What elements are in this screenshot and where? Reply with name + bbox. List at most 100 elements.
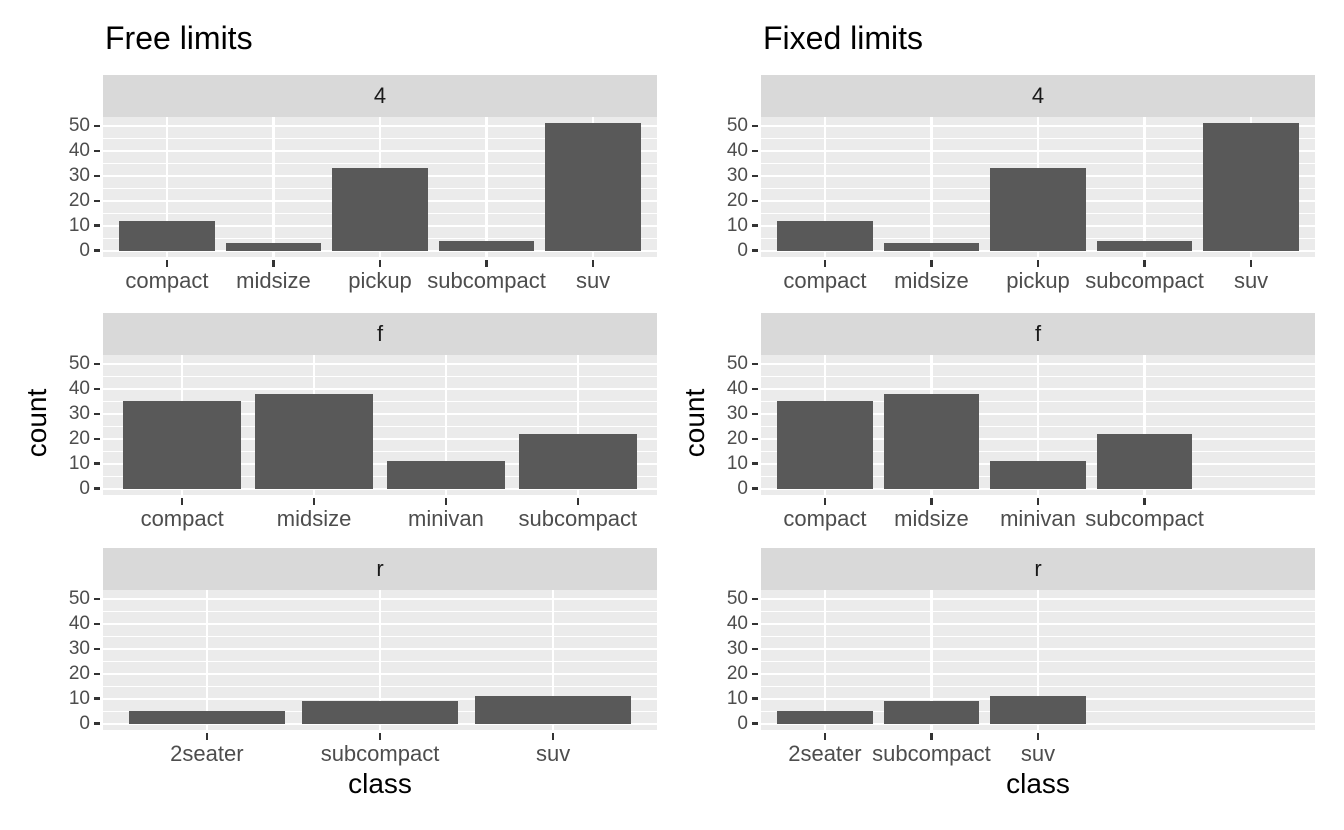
gridline-major-v <box>272 117 275 257</box>
y-tick-mark <box>752 362 758 366</box>
bar <box>545 123 641 251</box>
facet-strip-label: r <box>376 556 384 581</box>
x-tick-mark <box>1036 498 1040 505</box>
y-tick-label: 10 <box>726 214 748 236</box>
bar <box>438 240 535 251</box>
x-tick-label: subcompact <box>320 741 440 766</box>
x-tick-mark <box>930 498 933 505</box>
gridline-minor-h <box>103 375 657 377</box>
x-tick-label: pickup <box>1006 268 1070 293</box>
gridline-major-h <box>103 437 657 440</box>
x-tick-label: subcompact <box>872 741 991 766</box>
y-tick-mark <box>94 672 100 675</box>
x-tick-label: pickup <box>348 268 412 293</box>
x-tick-mark <box>1143 498 1146 505</box>
x-tick-mark <box>1143 260 1146 267</box>
x-axis-title: class <box>348 768 412 799</box>
y-tick-mark <box>94 149 100 152</box>
y-tick-label: 30 <box>726 164 748 186</box>
x-tick-label: suv <box>575 268 611 293</box>
y-tick-label: 50 <box>726 587 748 609</box>
gridline-major-v <box>485 117 488 257</box>
panel <box>761 590 1315 730</box>
y-tick-label: 40 <box>68 377 90 399</box>
gridline-major-v <box>1036 355 1040 495</box>
facet-strip-label: 4 <box>1031 83 1045 108</box>
panel <box>103 590 657 730</box>
gridline-major-v <box>378 590 382 730</box>
panel <box>103 117 657 257</box>
y-tick-label: 20 <box>68 427 90 449</box>
plot-title: Free limits <box>105 20 253 56</box>
bar <box>776 220 873 251</box>
x-tick-label: suv <box>1233 268 1269 293</box>
y-tick-mark <box>94 462 100 465</box>
facet-strip: f <box>103 313 657 355</box>
x-tick-label: compact <box>125 268 209 293</box>
bar <box>990 696 1086 724</box>
x-tick-label: 2seater <box>788 741 862 766</box>
y-tick-label: 20 <box>726 189 748 211</box>
x-tick-mark <box>576 498 580 505</box>
x-tick-label: subcompact <box>427 268 546 293</box>
y-tick-mark <box>752 199 758 202</box>
x-tick-mark <box>272 260 275 267</box>
y-tick-label: 10 <box>726 687 748 709</box>
x-tick-mark <box>1249 260 1253 267</box>
x-tick-mark <box>823 260 827 267</box>
y-tick-label: 0 <box>79 712 90 734</box>
x-tick-label: subcompact <box>518 506 638 531</box>
y-tick-label: 0 <box>737 477 748 499</box>
y-tick-mark <box>752 462 758 465</box>
facet-strip-label: r <box>1034 556 1042 581</box>
bar <box>225 243 322 251</box>
y-tick-mark <box>94 387 100 390</box>
y-tick-mark <box>94 597 100 601</box>
bar <box>122 401 242 489</box>
x-tick-mark <box>378 733 382 740</box>
y-tick-mark <box>94 697 100 700</box>
x-tick-label: subcompact <box>1085 268 1204 293</box>
gridline-minor-h <box>103 450 657 452</box>
panel <box>103 355 657 495</box>
y-tick-mark <box>752 487 758 490</box>
y-tick-mark <box>94 437 100 440</box>
y-tick-label: 20 <box>68 662 90 684</box>
gridline-major-v <box>1143 355 1146 495</box>
y-tick-mark <box>752 387 758 390</box>
x-tick-mark <box>823 498 827 505</box>
y-tick-mark <box>752 249 758 252</box>
y-tick-mark <box>752 622 758 625</box>
gridline-major-v <box>205 590 208 730</box>
plot-free-limits: Free limits count 4 0 10 20 30 40 50 compact midsi… <box>21 20 657 799</box>
y-tick-label: 0 <box>79 239 90 261</box>
y-tick-mark <box>94 249 100 252</box>
bar <box>883 393 980 489</box>
panel <box>761 355 1315 495</box>
x-tick-mark <box>930 733 933 740</box>
y-tick-mark <box>752 224 758 227</box>
x-tick-label: midsize <box>236 268 311 293</box>
x-tick-label: midsize <box>894 506 969 531</box>
bar <box>128 711 285 724</box>
x-tick-mark <box>312 498 316 505</box>
y-tick-mark <box>752 412 758 415</box>
x-tick-mark <box>930 260 933 267</box>
y-tick-mark <box>94 362 100 366</box>
facet-strip-label: f <box>376 321 384 346</box>
y-tick-mark <box>752 174 758 177</box>
gridline-major-v <box>552 590 555 730</box>
y-tick-mark <box>752 149 758 152</box>
x-tick-mark <box>1036 733 1040 740</box>
y-tick-label: 30 <box>726 402 748 424</box>
y-tick-label: 40 <box>726 612 748 634</box>
x-tick-mark <box>165 260 169 267</box>
y-tick-mark <box>752 124 758 128</box>
x-tick-label: minivan <box>1000 506 1076 531</box>
y-tick-label: 30 <box>68 402 90 424</box>
y-tick-mark <box>752 672 758 675</box>
x-tick-label: compact <box>783 268 867 293</box>
gridline-major-v <box>930 117 933 257</box>
x-tick-mark <box>205 733 209 740</box>
x-tick-mark <box>823 733 827 740</box>
